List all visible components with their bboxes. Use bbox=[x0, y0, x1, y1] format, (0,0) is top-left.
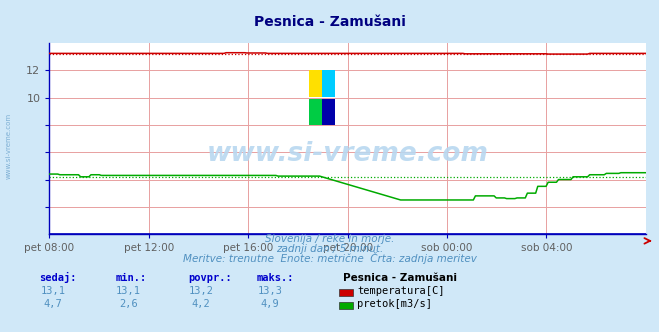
Text: Pesnica - Zamušani: Pesnica - Zamušani bbox=[343, 273, 457, 283]
Text: 13,2: 13,2 bbox=[188, 286, 214, 296]
Text: min.:: min.: bbox=[115, 273, 146, 283]
Text: 13,1: 13,1 bbox=[40, 286, 65, 296]
Text: povpr.:: povpr.: bbox=[188, 273, 231, 283]
Text: 4,2: 4,2 bbox=[192, 299, 210, 309]
Text: Meritve: trenutne  Enote: metrične  Črta: zadnja meritev: Meritve: trenutne Enote: metrične Črta: … bbox=[183, 252, 476, 264]
Text: 13,1: 13,1 bbox=[116, 286, 141, 296]
Text: www.si-vreme.com: www.si-vreme.com bbox=[207, 141, 488, 167]
Bar bbox=[322, 70, 335, 97]
Text: 4,7: 4,7 bbox=[43, 299, 62, 309]
Bar bbox=[309, 99, 322, 125]
Text: maks.:: maks.: bbox=[257, 273, 295, 283]
Text: Slovenija / reke in morje.: Slovenija / reke in morje. bbox=[265, 234, 394, 244]
Text: temperatura[C]: temperatura[C] bbox=[357, 286, 445, 296]
Text: 4,9: 4,9 bbox=[261, 299, 279, 309]
Bar bbox=[322, 99, 335, 125]
Text: 13,3: 13,3 bbox=[258, 286, 283, 296]
Text: 2,6: 2,6 bbox=[119, 299, 138, 309]
Text: sedaj:: sedaj: bbox=[40, 272, 77, 283]
Text: www.si-vreme.com: www.si-vreme.com bbox=[5, 113, 12, 179]
Text: pretok[m3/s]: pretok[m3/s] bbox=[357, 299, 432, 309]
Bar bbox=[309, 70, 322, 97]
Text: Pesnica - Zamušani: Pesnica - Zamušani bbox=[254, 15, 405, 29]
Text: zadnji dan / 5 minut.: zadnji dan / 5 minut. bbox=[276, 244, 383, 254]
